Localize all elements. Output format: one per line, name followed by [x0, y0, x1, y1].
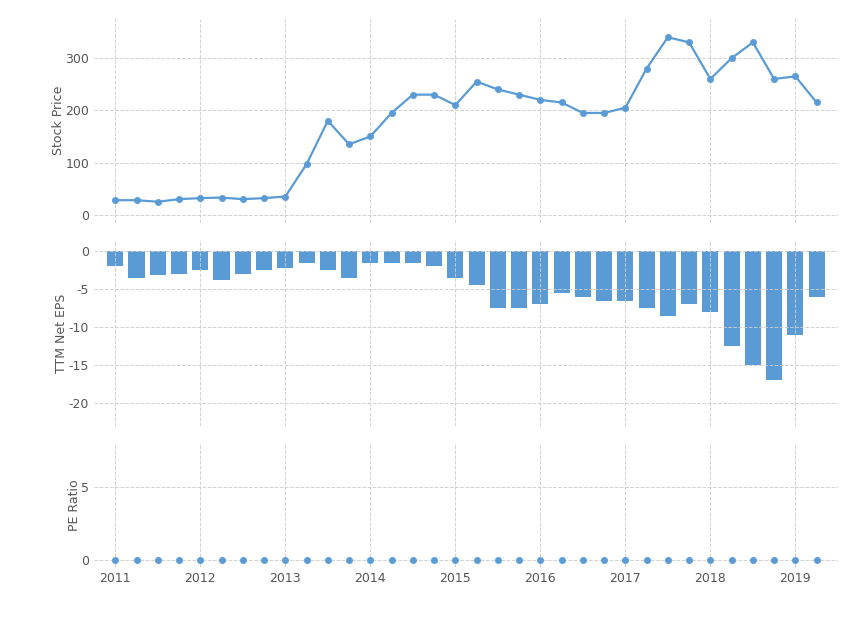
Y-axis label: Stock Price: Stock Price — [52, 86, 65, 156]
Bar — [277, 251, 293, 268]
Bar — [214, 251, 230, 280]
Y-axis label: PE Ratio: PE Ratio — [68, 479, 80, 531]
Bar — [533, 251, 548, 304]
Bar — [639, 251, 655, 308]
Bar — [681, 251, 697, 304]
Bar — [256, 251, 272, 270]
Bar — [192, 251, 209, 270]
Bar — [469, 251, 485, 285]
Bar — [745, 251, 761, 365]
Bar — [660, 251, 676, 316]
Bar — [447, 251, 463, 278]
Bar — [575, 251, 591, 297]
Bar — [426, 251, 442, 266]
Bar — [809, 251, 825, 297]
Bar — [702, 251, 718, 312]
Bar — [787, 251, 804, 335]
Bar — [150, 251, 166, 275]
Y-axis label: TTM Net EPS: TTM Net EPS — [56, 293, 68, 372]
Bar — [553, 251, 569, 293]
Bar — [404, 251, 421, 263]
Bar — [511, 251, 528, 308]
Bar — [341, 251, 357, 278]
Bar — [766, 251, 782, 381]
Bar — [128, 251, 144, 278]
Bar — [723, 251, 740, 346]
Bar — [320, 251, 336, 270]
Bar — [298, 251, 315, 263]
Bar — [617, 251, 634, 301]
Bar — [490, 251, 506, 308]
Bar — [596, 251, 612, 301]
Bar — [384, 251, 399, 263]
Bar — [171, 251, 187, 274]
Bar — [363, 251, 379, 263]
Bar — [107, 251, 123, 266]
Bar — [235, 251, 251, 274]
